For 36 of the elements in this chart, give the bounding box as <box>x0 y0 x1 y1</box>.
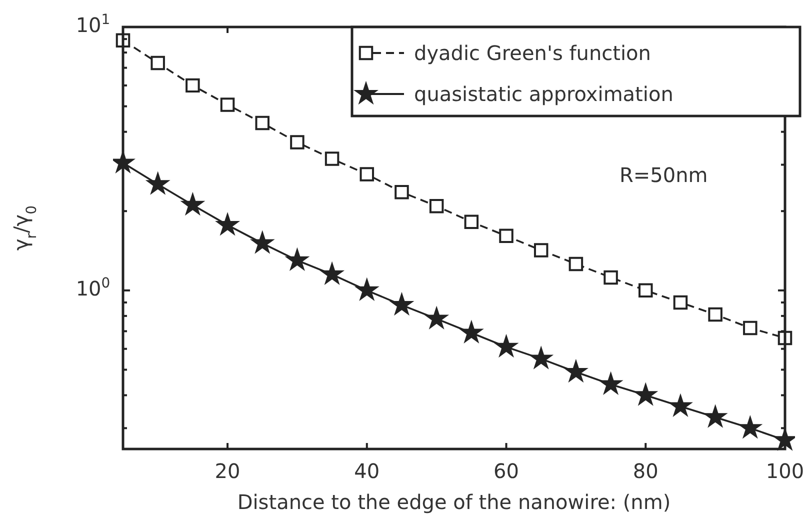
point <box>534 243 548 258</box>
point <box>252 232 273 252</box>
point <box>673 295 688 310</box>
x-tick-label: 60 <box>494 459 519 483</box>
legend-label: quasistatic approximation <box>414 82 674 106</box>
x-axis-title: Distance to the edge of the nanowire: (nm) <box>237 490 671 514</box>
point <box>150 56 165 70</box>
y-tick-label: 10$^{0}$ <box>76 275 110 300</box>
x-tick-label: 20 <box>214 459 240 483</box>
point <box>290 135 304 150</box>
point <box>708 307 722 322</box>
x-tick-label: 40 <box>354 459 380 483</box>
point <box>530 348 552 368</box>
point <box>186 78 200 93</box>
point <box>499 228 514 244</box>
point <box>360 167 374 182</box>
point <box>568 256 584 272</box>
point <box>147 173 168 194</box>
point <box>464 214 479 230</box>
point <box>635 384 656 404</box>
point <box>429 198 444 214</box>
y-tick-label: 10$^{1}$ <box>76 12 110 37</box>
point <box>600 373 622 394</box>
point <box>604 270 618 285</box>
legend-label: dyadic Green's function <box>414 41 651 65</box>
x-tick-label: 100 <box>766 459 804 483</box>
point <box>743 320 758 336</box>
annotation: R=50nm <box>620 163 708 187</box>
point <box>220 98 235 112</box>
point <box>394 185 409 200</box>
point <box>740 417 761 438</box>
point <box>324 152 340 166</box>
x-tick-label: 80 <box>632 459 658 483</box>
point <box>638 283 653 298</box>
point <box>255 116 270 130</box>
point <box>704 406 726 426</box>
